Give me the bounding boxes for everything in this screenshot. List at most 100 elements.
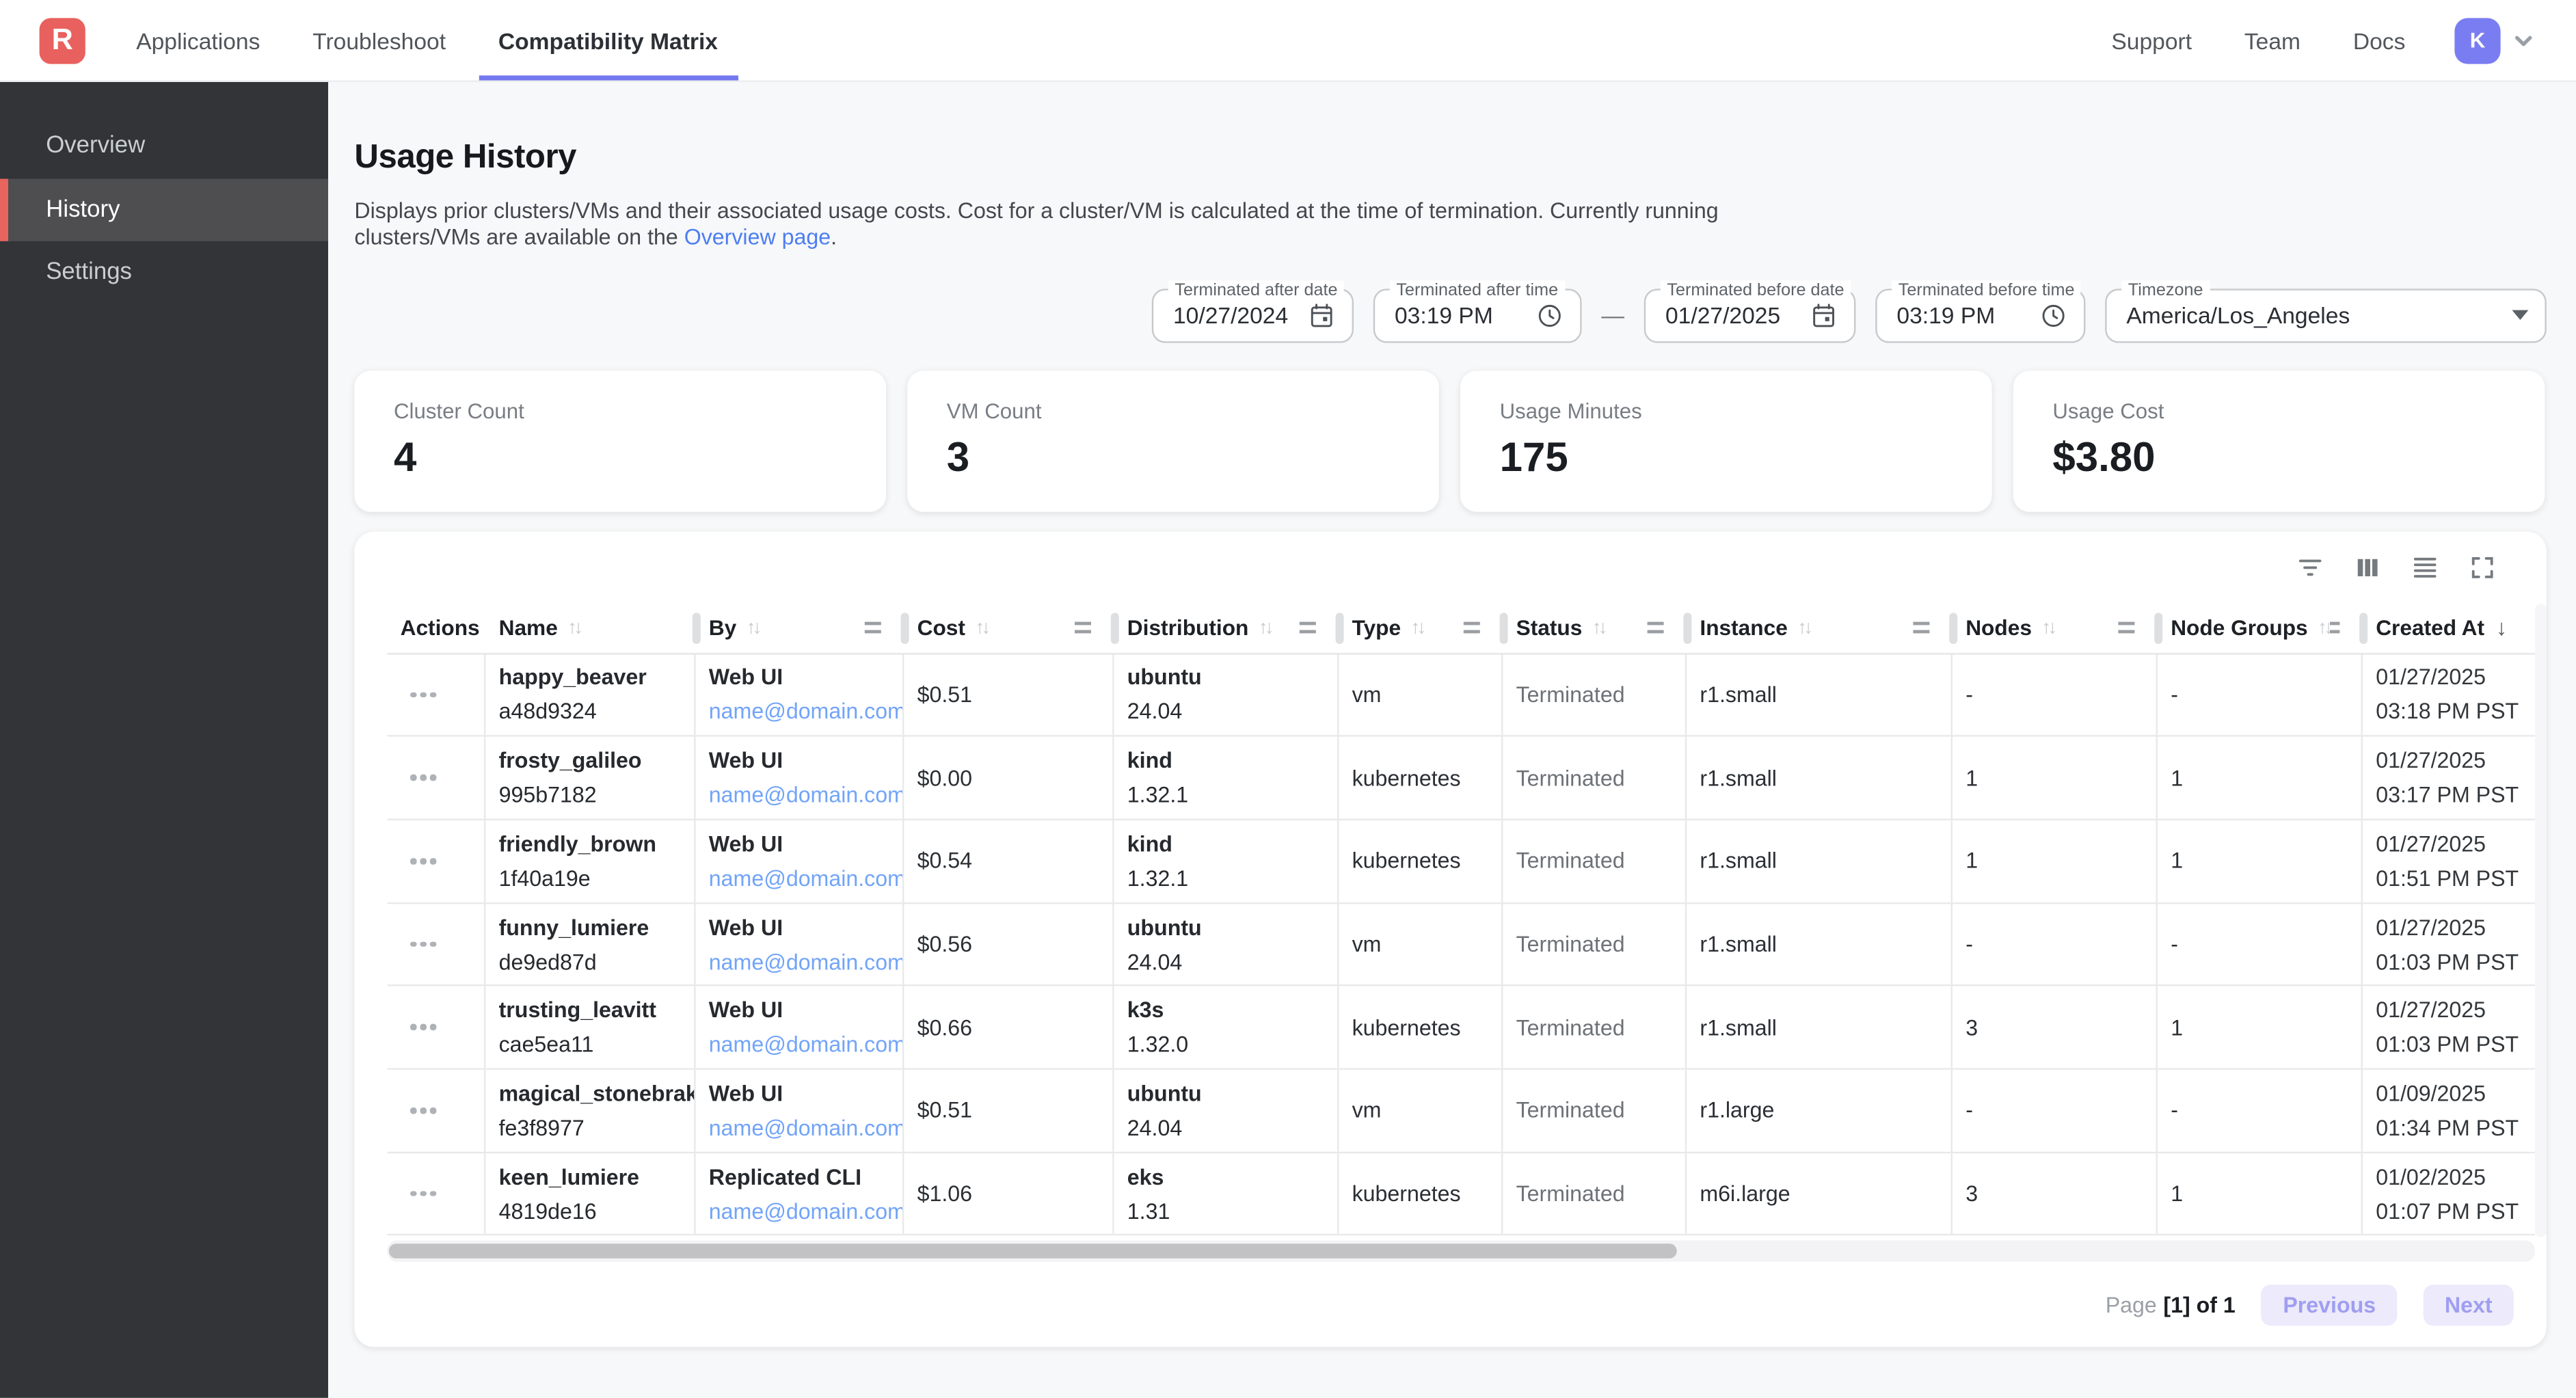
created-by-email-link[interactable]: name@domain.com — [708, 1115, 904, 1140]
cell-distribution: k3s 1.32.0 — [1114, 986, 1339, 1068]
column-header-type[interactable]: Type ↑↓ — [1339, 603, 1507, 652]
previous-page-button[interactable]: Previous — [2262, 1284, 2398, 1326]
overview-page-link[interactable]: Overview page — [684, 224, 831, 250]
next-page-button[interactable]: Next — [2423, 1284, 2514, 1326]
timezone-select[interactable]: Timezone America/Los_Angeles — [2105, 280, 2547, 342]
cell-status: Terminated — [1503, 1069, 1687, 1152]
sidebar-item-label: Overview — [46, 133, 146, 160]
cell-name: funny_lumiere de9ed87d — [485, 903, 696, 985]
created-time: 03:18 PM PST — [2376, 699, 2519, 725]
column-header-distribution[interactable]: Distribution ↑↓ — [1114, 603, 1343, 652]
column-menu-icon[interactable] — [2330, 621, 2340, 634]
column-menu-icon[interactable] — [864, 621, 881, 634]
cluster-name: funny_lumiere — [498, 915, 649, 939]
density-icon[interactable] — [2411, 552, 2440, 582]
column-header-name[interactable]: Name ↑↓ — [485, 603, 700, 652]
column-header-status[interactable]: Status ↑↓ — [1503, 603, 1691, 652]
column-menu-icon[interactable] — [1647, 621, 1664, 634]
sidebar-item-history[interactable]: History — [0, 178, 329, 241]
tab-troubleshoot[interactable]: Troubleshoot — [293, 0, 465, 81]
column-label: Actions — [400, 615, 480, 641]
sidebar-item-settings[interactable]: Settings — [0, 241, 328, 304]
cell-status: Terminated — [1503, 1153, 1687, 1235]
created-by-email-link[interactable]: name@domain.com — [708, 865, 904, 891]
column-menu-icon[interactable] — [1075, 621, 1092, 634]
clock-icon[interactable] — [2039, 301, 2067, 330]
nodes-value: - — [1965, 1098, 1973, 1123]
cell-actions — [387, 820, 486, 902]
terminated-after-time-field[interactable]: Terminated after time 03:19 PM — [1373, 280, 1582, 342]
column-menu-icon[interactable] — [1913, 621, 1930, 634]
column-menu-icon[interactable] — [1463, 621, 1480, 634]
column-menu-icon[interactable] — [2118, 621, 2135, 634]
stat-label: VM Count — [946, 398, 1042, 423]
nodes-value: 3 — [1965, 1181, 1978, 1207]
row-actions-icon[interactable] — [401, 858, 471, 864]
created-by-email-link[interactable]: name@domain.com — [708, 699, 904, 725]
created-by-email-link[interactable]: name@domain.com — [708, 1198, 904, 1224]
stat-value: 175 — [1499, 434, 1568, 481]
stat-card-vm-count: VM Count 3 — [907, 370, 1439, 511]
chevron-down-icon[interactable] — [2510, 27, 2536, 53]
cell-actions — [387, 1069, 486, 1152]
calendar-icon[interactable] — [1810, 301, 1838, 330]
created-by-email-link[interactable]: name@domain.com — [708, 1032, 904, 1058]
column-menu-icon[interactable] — [1299, 621, 1316, 634]
field-value: 01/27/2025 — [1665, 301, 1781, 329]
instance-value: r1.small — [1700, 682, 1777, 708]
cluster-name: trusting_leavitt — [498, 997, 656, 1023]
column-label: By — [708, 615, 737, 641]
table-row: magical_stonebraker fe3f8977 Web UI name… — [387, 1069, 2538, 1153]
cluster-name: friendly_brown — [498, 831, 656, 857]
nav-link-team[interactable]: Team — [2244, 27, 2301, 53]
user-avatar[interactable]: K — [2454, 17, 2501, 64]
brand-logo[interactable]: R — [39, 17, 85, 64]
terminated-after-date-field[interactable]: Terminated after date 10/27/2024 — [1151, 280, 1354, 342]
tab-compatibility-matrix[interactable]: Compatibility Matrix — [479, 0, 738, 81]
column-header-cost[interactable]: Cost ↑↓ — [904, 603, 1118, 652]
cell-created-at: 01/02/2025 01:07 PM PST — [2363, 1153, 2538, 1235]
column-header-nodes[interactable]: Nodes ↑↓ — [1953, 603, 2162, 652]
nav-link-support[interactable]: Support — [2111, 27, 2192, 53]
cell-nodes: - — [1953, 1069, 2158, 1152]
column-header-created-at[interactable]: Created At ↓ — [2363, 603, 2538, 652]
node-groups-value: - — [2171, 932, 2178, 957]
column-separator — [1949, 612, 1957, 644]
created-date: 01/27/2025 — [2376, 915, 2486, 939]
row-actions-icon[interactable] — [401, 1190, 471, 1197]
clock-icon[interactable] — [1535, 301, 1564, 330]
created-date: 01/09/2025 — [2376, 1081, 2486, 1106]
row-actions-icon[interactable] — [401, 1107, 471, 1114]
terminated-before-date-field[interactable]: Terminated before date 01/27/2025 — [1643, 280, 1856, 342]
nav-link-docs[interactable]: Docs — [2352, 27, 2406, 53]
columns-icon[interactable] — [2353, 552, 2383, 582]
created-by-email-link[interactable]: name@domain.com — [708, 949, 904, 974]
cluster-name: keen_lumiere — [498, 1164, 640, 1189]
column-header-instance[interactable]: Instance ↑↓ — [1687, 603, 1957, 652]
calendar-icon[interactable] — [1308, 301, 1336, 330]
column-separator — [1683, 612, 1691, 644]
cell-cost: $0.00 — [904, 737, 1114, 819]
scrollbar-thumb[interactable] — [388, 1244, 1678, 1259]
created-by-email-link[interactable]: name@domain.com — [708, 783, 904, 808]
column-header-by[interactable]: By ↑↓ — [696, 603, 909, 652]
fullscreen-icon[interactable] — [2468, 552, 2497, 582]
cell-created-at: 01/09/2025 01:34 PM PST — [2363, 1069, 2538, 1152]
filter-icon[interactable] — [2296, 552, 2325, 582]
instance-value: m6i.large — [1700, 1181, 1790, 1207]
type-value: kubernetes — [1352, 848, 1461, 874]
row-actions-icon[interactable] — [401, 941, 471, 947]
row-actions-icon[interactable] — [401, 775, 471, 781]
terminated-before-time-field[interactable]: Terminated before time 03:19 PM — [1875, 280, 2086, 342]
tab-applications[interactable]: Applications — [116, 0, 280, 81]
row-actions-icon[interactable] — [401, 692, 471, 698]
cost-value: $0.51 — [917, 682, 973, 708]
cell-node-groups: - — [2158, 903, 2363, 985]
type-value: kubernetes — [1352, 1014, 1461, 1040]
row-actions-icon[interactable] — [401, 1024, 471, 1031]
sidebar-item-overview[interactable]: Overview — [0, 115, 328, 178]
column-header-node-groups[interactable]: Node Groups ↑↓ — [2158, 603, 2367, 652]
table-row: trusting_leavitt cae5ea11 Web UI name@do… — [387, 986, 2538, 1070]
column-separator — [1110, 612, 1118, 644]
